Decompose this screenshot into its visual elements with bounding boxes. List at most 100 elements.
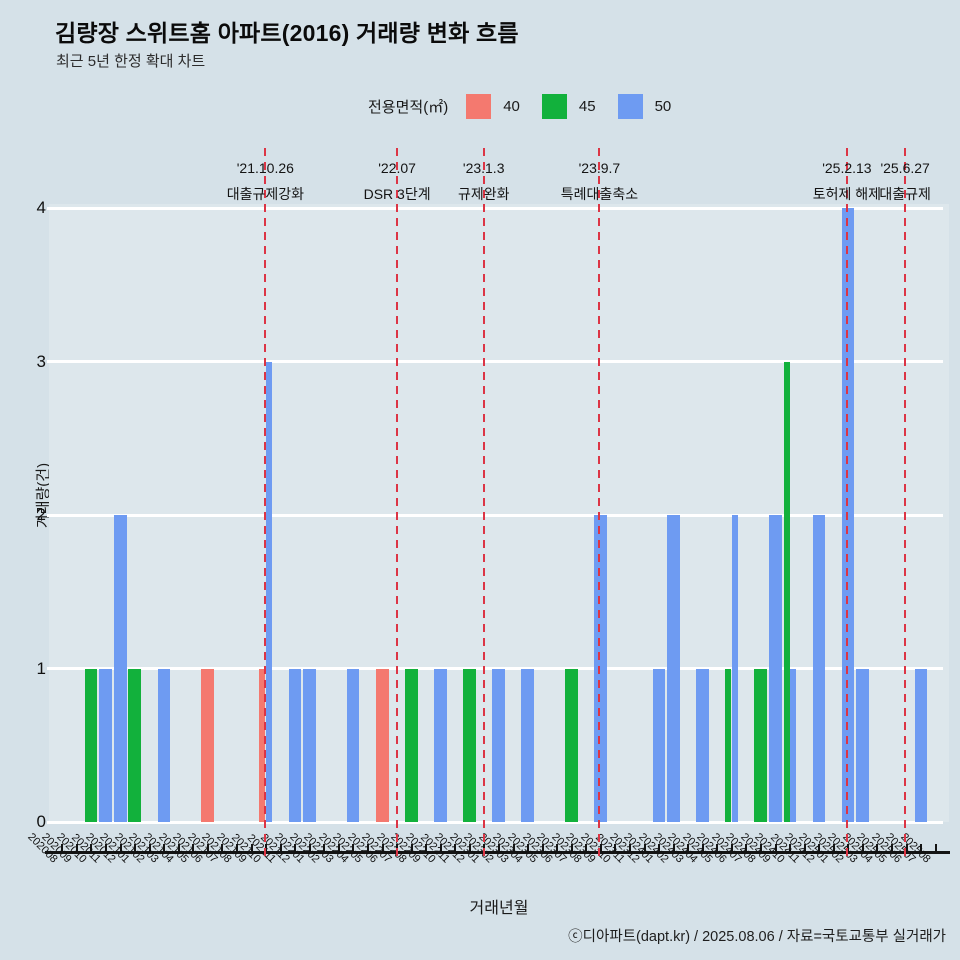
legend-item-45: 45 bbox=[541, 93, 596, 119]
bar-202402-area50 bbox=[667, 515, 680, 822]
bar-202112-area50 bbox=[288, 668, 302, 822]
x-axis-title: 거래년월 bbox=[469, 900, 529, 917]
footer-credit: ⓒ디아파트(dapt.kr) / 2025.08.06 / 자료=국토교통부 실… bbox=[568, 929, 946, 945]
bar-202503-area50 bbox=[856, 668, 869, 822]
y-tick-label: 0 bbox=[36, 812, 46, 831]
x-tick bbox=[905, 844, 908, 851]
annotation-line bbox=[904, 148, 907, 858]
x-tick bbox=[614, 844, 617, 851]
legend-item-50: 50 bbox=[617, 93, 672, 119]
x-tick bbox=[789, 844, 792, 851]
bar-202502-area50 bbox=[841, 208, 855, 822]
legend-label-50: 50 bbox=[654, 97, 672, 115]
x-tick bbox=[323, 844, 326, 851]
x-tick bbox=[570, 844, 573, 851]
x-tick bbox=[687, 844, 690, 851]
y-gridline bbox=[47, 206, 943, 210]
x-tick bbox=[774, 844, 777, 851]
x-tick bbox=[556, 844, 559, 851]
x-tick bbox=[104, 844, 107, 851]
x-tick bbox=[381, 844, 384, 851]
legend-swatch-40 bbox=[466, 93, 492, 119]
bar-202401-area50 bbox=[652, 668, 666, 822]
x-tick bbox=[760, 844, 763, 851]
bar-202010-area45 bbox=[84, 668, 98, 822]
x-tick bbox=[832, 844, 835, 851]
x-tick bbox=[920, 844, 923, 851]
chart-title: 김량장 스위트홈 아파트(2016) 거래량 변화 흐름 bbox=[55, 20, 519, 46]
bar-202210-area50 bbox=[434, 668, 447, 822]
legend-item-40: 40 bbox=[466, 93, 520, 119]
bar-202101-area45 bbox=[128, 668, 142, 822]
bar-202201-area50 bbox=[303, 668, 316, 822]
legend-title: 전용면적(㎡) bbox=[368, 98, 449, 116]
annotation-label: 토허제 해제 bbox=[812, 186, 882, 202]
x-tick bbox=[308, 844, 311, 851]
bar-202110-area40 bbox=[259, 668, 266, 822]
x-tick bbox=[512, 844, 515, 851]
y-tick-label: 2 bbox=[36, 505, 46, 524]
annotation-label: 특례대출축소 bbox=[560, 186, 639, 202]
x-tick bbox=[294, 844, 297, 851]
bar-202106-area40 bbox=[201, 668, 214, 822]
legend-label-45: 45 bbox=[578, 97, 596, 115]
x-tick bbox=[148, 844, 151, 851]
annotation-line bbox=[264, 148, 267, 858]
x-tick bbox=[672, 844, 675, 851]
x-tick bbox=[585, 844, 588, 851]
x-tick bbox=[177, 844, 180, 851]
bar-202412-area50 bbox=[812, 515, 826, 822]
x-tick bbox=[730, 844, 733, 851]
chart-subtitle: 최근 5년 한정 확대 차트 bbox=[56, 53, 206, 70]
x-tick bbox=[206, 844, 209, 851]
legend-swatch-45 bbox=[541, 93, 567, 119]
x-tick bbox=[861, 844, 864, 851]
y-gridline bbox=[47, 820, 943, 824]
x-tick bbox=[818, 844, 821, 851]
annotation-date: '21.10.26 bbox=[236, 160, 294, 176]
annotation-date: '23.9.7 bbox=[578, 160, 621, 176]
bar-202110-area50 bbox=[266, 361, 273, 822]
x-tick bbox=[498, 844, 500, 851]
bar-202410-area50 bbox=[790, 668, 797, 822]
bar-202103-area50 bbox=[157, 668, 171, 822]
x-tick bbox=[716, 844, 719, 851]
x-tick bbox=[439, 844, 442, 851]
x-tick bbox=[163, 844, 166, 851]
annotation-date: '23.1.3 bbox=[462, 160, 505, 176]
bar-202304-area50 bbox=[521, 668, 535, 822]
bar-202409-area50 bbox=[768, 515, 782, 822]
bar-202204-area50 bbox=[346, 668, 360, 822]
x-tick bbox=[934, 844, 937, 851]
y-tick-label: 1 bbox=[36, 658, 46, 678]
x-tick bbox=[366, 844, 369, 851]
y-tick-label: 4 bbox=[36, 198, 46, 217]
x-tick bbox=[279, 844, 282, 851]
annotation-label: 규제완화 bbox=[457, 186, 510, 202]
bar-202011-area50 bbox=[99, 668, 112, 822]
annotation-label: 대출규제 bbox=[879, 186, 931, 202]
y-tick-label: 3 bbox=[36, 351, 46, 371]
annotation-date: '22.07 bbox=[378, 160, 416, 176]
x-tick bbox=[119, 844, 122, 851]
legend-swatch-50 bbox=[617, 93, 643, 119]
x-tick bbox=[250, 844, 253, 851]
x-tick bbox=[337, 844, 340, 851]
x-tick bbox=[701, 844, 704, 851]
x-tick bbox=[847, 844, 850, 851]
x-tick bbox=[468, 844, 471, 851]
x-tick bbox=[658, 844, 661, 851]
x-tick bbox=[876, 844, 879, 851]
bar-202206-area40 bbox=[375, 668, 389, 822]
bar-202309-area50 bbox=[594, 515, 607, 822]
x-tick bbox=[134, 844, 137, 851]
y-gridline bbox=[47, 513, 943, 517]
legend: 전용면적(㎡) 40 45 50 bbox=[368, 92, 679, 120]
bar-202507-area50 bbox=[914, 668, 928, 822]
x-tick bbox=[90, 844, 93, 851]
x-tick bbox=[221, 844, 224, 851]
x-tick bbox=[541, 844, 544, 851]
x-tick bbox=[410, 844, 413, 851]
bar-202406-area45 bbox=[725, 668, 732, 822]
